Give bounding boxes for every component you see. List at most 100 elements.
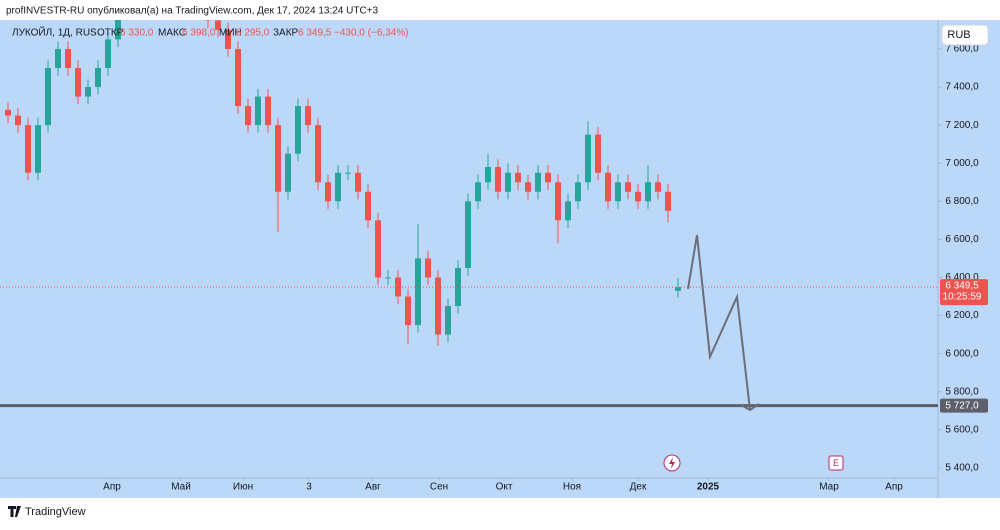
candle-body <box>185 0 191 1</box>
y-tick-label: 6 000,0 <box>945 348 979 359</box>
candle-body <box>465 201 471 268</box>
level-tag <box>940 398 988 413</box>
candle-body <box>615 182 621 202</box>
y-tick-label: 7 200,0 <box>945 120 979 131</box>
candle-body <box>675 287 681 291</box>
forecast-arrowhead <box>740 403 760 412</box>
x-tick-label: Сен <box>430 482 448 493</box>
candle-body <box>525 182 531 192</box>
legend-high: 6 398,0 <box>182 28 216 39</box>
level-label: 5 727,0 <box>945 400 979 411</box>
legend-change: −430,0 (−6,34%) <box>334 28 409 39</box>
candle-body <box>435 277 441 335</box>
candle-body <box>35 125 41 173</box>
y-tick-label: 5 600,0 <box>945 424 979 435</box>
candle-body <box>505 172 511 192</box>
candle-body <box>25 125 31 173</box>
x-tick-label: Апр <box>885 482 903 493</box>
candle-body <box>515 172 521 183</box>
candle-body <box>565 201 571 221</box>
legend-high-label: МАКС <box>158 28 186 39</box>
candle-body <box>245 106 251 126</box>
candle-body <box>225 29 231 49</box>
candle-body <box>115 20 121 40</box>
candle-body <box>85 87 91 97</box>
x-tick-label: 3 <box>306 482 312 493</box>
brand: TradingView <box>25 506 86 518</box>
earnings-icon[interactable] <box>828 455 844 471</box>
legend-open: 6 330,0 <box>120 28 154 39</box>
candle-body <box>485 167 491 183</box>
candle-body <box>155 0 161 1</box>
candle-body <box>445 306 451 335</box>
candle-body <box>55 48 61 68</box>
x-tick-label: 2025 <box>697 482 720 493</box>
x-tick-label: Июн <box>233 482 253 493</box>
y-tick-label: 6 800,0 <box>945 196 979 207</box>
legend: ЛУКОЙЛ, 1Д, RUS ОТКР 6 330,0 МАКС 6 398,… <box>12 26 409 39</box>
candle-body <box>395 277 401 297</box>
candle-body <box>305 106 311 126</box>
candle-body <box>375 220 381 278</box>
x-tick-label: Дек <box>630 482 647 493</box>
candle-body <box>235 48 241 107</box>
candle-body <box>75 67 81 97</box>
candle-body <box>5 109 11 116</box>
y-tick-label: 7 000,0 <box>945 158 979 169</box>
candle-body <box>365 191 371 221</box>
chart-background <box>0 20 1000 498</box>
candle-body <box>215 20 221 30</box>
x-tick-label: Окт <box>496 482 513 493</box>
candle-body <box>275 125 281 192</box>
candle-body <box>495 167 501 192</box>
candle-body <box>625 182 631 192</box>
candle-body <box>345 172 351 174</box>
x-tick-label: Мар <box>819 482 839 493</box>
x-tick-label: Ноя <box>563 482 581 493</box>
candle-body <box>535 172 541 192</box>
candle-body <box>595 134 601 173</box>
legend-open-label: ОТКР <box>97 28 124 39</box>
countdown: 10:25:59 <box>943 292 982 303</box>
candle-body <box>285 153 291 192</box>
candle-body <box>555 182 561 221</box>
y-tick-label: 5 800,0 <box>945 386 979 397</box>
candle-body <box>295 106 301 154</box>
y-tick-label: 7 600,0 <box>945 44 979 55</box>
candle-body <box>585 134 591 183</box>
dividend-icon-glyph <box>669 457 675 469</box>
candle-body <box>385 277 391 279</box>
currency-button[interactable] <box>941 24 989 46</box>
candle-body <box>575 182 581 202</box>
candle-body <box>255 96 261 126</box>
candle-body <box>315 125 321 183</box>
forecast-line <box>687 234 751 411</box>
candle-body <box>325 182 331 202</box>
legend-symbol: ЛУКОЙЛ, 1Д, RUS <box>12 26 97 39</box>
last-price-label: 6 349,5 <box>945 281 979 292</box>
candle-body <box>65 48 71 68</box>
x-tick-label: Апр <box>103 482 121 493</box>
brand-logo <box>8 506 21 517</box>
legend-low: 6 295,0 <box>236 28 270 39</box>
candle-body <box>355 172 361 192</box>
legend-close-label: ЗАКР <box>273 28 299 39</box>
candle-body <box>15 115 21 126</box>
y-tick-label: 7 400,0 <box>945 82 979 93</box>
y-tick-label: 6 600,0 <box>945 234 979 245</box>
last-price-tag <box>940 279 988 306</box>
y-tick-label: 5 400,0 <box>945 463 979 474</box>
candle-body <box>45 67 51 126</box>
candle-body <box>645 182 651 202</box>
candle-body <box>425 258 431 278</box>
candle-body <box>105 39 111 68</box>
candle-body <box>135 0 141 1</box>
candle-body <box>455 267 461 307</box>
candle-body <box>635 191 641 202</box>
candle-body <box>405 296 411 326</box>
x-tick-label: Авг <box>365 482 381 493</box>
y-tick-label: 6 400,0 <box>945 272 979 283</box>
currency[interactable]: RUB <box>947 29 970 41</box>
